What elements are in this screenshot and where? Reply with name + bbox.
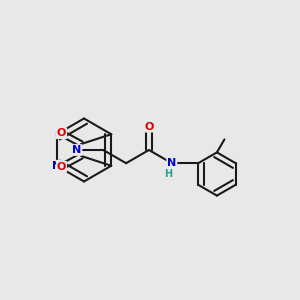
Text: O: O [57, 162, 66, 172]
Text: O: O [144, 122, 154, 132]
Text: N: N [167, 158, 176, 168]
Text: N: N [52, 161, 61, 171]
Text: H: H [164, 169, 172, 179]
Text: O: O [57, 128, 66, 138]
Text: N: N [72, 145, 81, 155]
